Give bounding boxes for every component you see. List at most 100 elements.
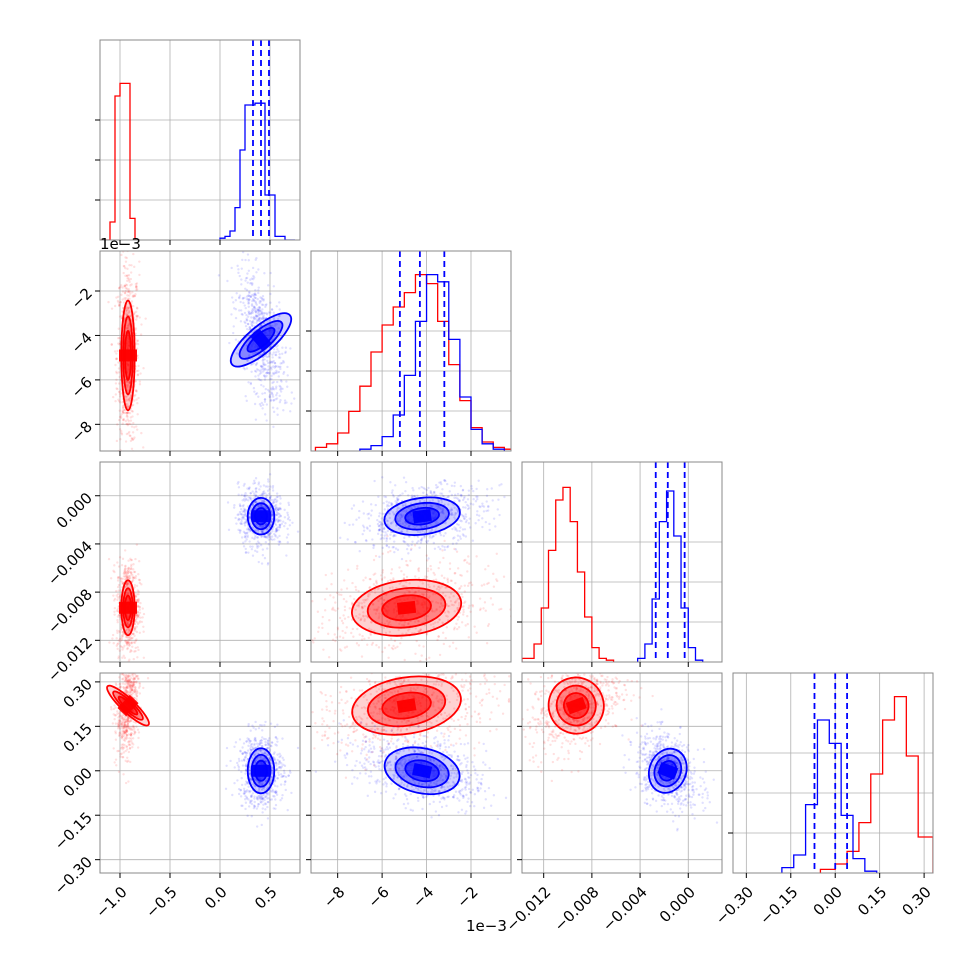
- scatter-point: [402, 509, 406, 512]
- scatter-point: [134, 282, 138, 286]
- scatter-point: [121, 406, 125, 410]
- scatter-point: [133, 641, 137, 644]
- scatter-point: [123, 721, 126, 725]
- scatter-point: [127, 325, 130, 328]
- scatter-point: [123, 578, 127, 581]
- scatter-point: [133, 436, 136, 439]
- scatter-point: [441, 511, 445, 515]
- scatter-point: [130, 732, 133, 735]
- scatter-point: [121, 746, 124, 749]
- scatter-point: [133, 399, 136, 402]
- scatter-point: [255, 542, 258, 546]
- scatter-point: [342, 597, 346, 601]
- scatter-point: [362, 598, 365, 602]
- scatter-point: [237, 486, 241, 489]
- scatter-point: [256, 550, 259, 554]
- scatter-point: [124, 274, 127, 278]
- scatter-point: [323, 609, 327, 612]
- scatter-point: [393, 512, 396, 515]
- scatter-point: [124, 688, 128, 692]
- scatter-point: [128, 740, 131, 744]
- scatter-point: [138, 380, 142, 383]
- scatter-point: [274, 530, 277, 533]
- scatter-point: [260, 562, 264, 565]
- scatter-point: [264, 523, 267, 527]
- scatter-point: [121, 411, 125, 414]
- scatter-point: [278, 506, 282, 510]
- scatter-point: [123, 316, 126, 320]
- scatter-point: [126, 583, 129, 586]
- scatter-point: [117, 589, 121, 592]
- scatter-point: [381, 524, 384, 527]
- scatter-point: [240, 507, 243, 511]
- scatter-point: [125, 729, 129, 732]
- scatter-point: [278, 353, 281, 356]
- scatter-point: [116, 712, 119, 715]
- scatter-point: [126, 631, 129, 635]
- scatter-point: [378, 520, 381, 523]
- scatter-point: [279, 502, 282, 505]
- scatter-point: [129, 395, 133, 398]
- scatter-point: [254, 296, 257, 300]
- scatter-point: [241, 313, 244, 316]
- scatter-point: [272, 318, 276, 321]
- scatter-point: [111, 637, 114, 640]
- scatter-point: [283, 401, 287, 405]
- scatter-point: [398, 622, 401, 626]
- scatter-point: [261, 553, 265, 557]
- scatter-point: [130, 458, 132, 460]
- scatter-point: [244, 258, 247, 262]
- scatter-point: [399, 493, 402, 497]
- scatter-point: [431, 493, 434, 496]
- scatter-point: [130, 649, 133, 653]
- scatter-point: [338, 593, 341, 596]
- scatter-point: [121, 290, 125, 293]
- scatter-point: [127, 656, 129, 658]
- scatter-point: [437, 566, 440, 570]
- scatter-point: [136, 373, 139, 377]
- scatter-point: [124, 720, 127, 724]
- scatter-point: [130, 665, 132, 667]
- scatter-point: [275, 345, 278, 348]
- scatter-point: [262, 535, 266, 538]
- scatter-point: [120, 625, 123, 629]
- scatter-point: [385, 537, 389, 541]
- scatter-point: [117, 749, 121, 753]
- scatter-point: [245, 313, 248, 317]
- scatter-point: [250, 303, 254, 306]
- scatter-point: [278, 518, 281, 522]
- scatter-point: [454, 527, 458, 530]
- scatter-point: [383, 576, 386, 579]
- scatter-point: [124, 256, 127, 259]
- scatter-point: [265, 528, 268, 531]
- scatter-point: [262, 492, 266, 495]
- scatter-point: [270, 520, 273, 524]
- scatter-point: [396, 506, 400, 509]
- scatter-point: [264, 536, 267, 539]
- scatter-point: [259, 318, 262, 321]
- scatter-point: [287, 501, 290, 505]
- scatter-point: [126, 569, 130, 572]
- scatter-point: [410, 506, 413, 510]
- scatter-point: [126, 406, 130, 409]
- scatter-point: [138, 611, 142, 615]
- scatter-point: [260, 365, 263, 368]
- scatter-point: [475, 555, 478, 558]
- scatter-point: [126, 583, 130, 586]
- scatter-point: [125, 476, 127, 478]
- scatter-point: [243, 521, 247, 524]
- scatter-point: [257, 288, 260, 292]
- scatter-point: [113, 610, 116, 613]
- scatter-point: [126, 326, 129, 329]
- panel-content: [100, 462, 300, 662]
- scatter-point: [124, 677, 128, 680]
- scatter-point: [122, 685, 125, 689]
- scatter-point: [125, 723, 129, 726]
- scatter-point: [115, 387, 118, 390]
- scatter-point: [476, 495, 479, 498]
- scatter-point: [120, 293, 123, 297]
- scatter-point: [249, 312, 253, 315]
- scatter-point: [382, 530, 385, 533]
- scatter-point: [384, 531, 387, 534]
- scatter-point: [249, 363, 253, 366]
